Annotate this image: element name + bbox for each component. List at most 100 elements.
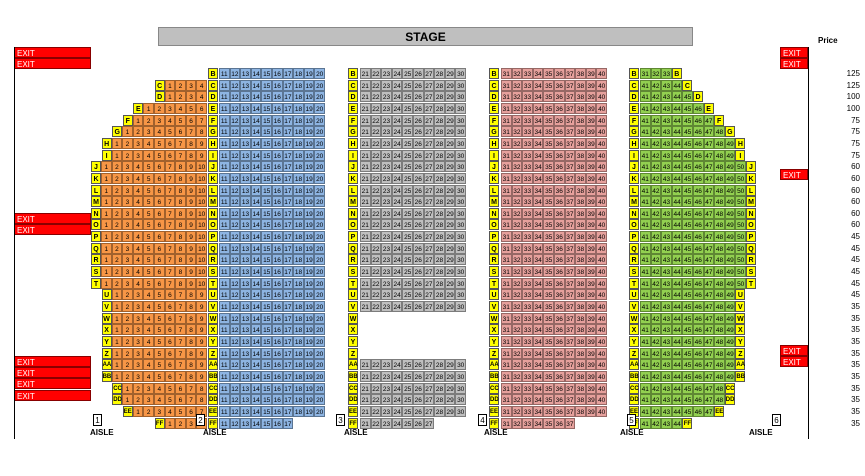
seat-section-1[interactable]: 8 [196,382,207,394]
seat-section-4[interactable]: 35 [543,254,554,266]
seat-section-3[interactable]: 30 [455,196,466,208]
seat-section-5[interactable]: 49 [724,347,736,359]
seat-section-5[interactable]: 44 [671,126,683,138]
seat-section-1[interactable]: 1 [132,405,144,417]
seat-section-4[interactable]: 32 [511,335,523,347]
seat-section-2[interactable]: 16 [272,196,283,208]
seat-section-3[interactable]: 28 [434,207,445,219]
seat-section-5[interactable]: 46 [693,184,704,196]
seat-section-5[interactable]: 49 [724,312,736,324]
seat-section-3[interactable]: 29 [444,102,456,114]
seat-section-3[interactable]: 27 [423,301,435,312]
seat-section-1[interactable]: 4 [132,277,144,289]
seat-section-4[interactable]: 35 [543,301,554,312]
seat-section-3[interactable]: 29 [444,91,456,103]
seat-section-5[interactable]: 49 [724,370,736,382]
seat-section-4[interactable]: 40 [596,79,607,91]
seat-section-1[interactable]: 1 [101,242,112,254]
seat-section-2[interactable]: 12 [229,382,241,394]
seat-section-4[interactable]: 32 [511,114,523,126]
seat-section-1[interactable]: 5 [175,114,186,126]
seat-section-4[interactable]: 36 [554,68,565,79]
seat-section-1[interactable]: 1 [101,266,112,278]
seat-section-2[interactable]: 12 [229,219,241,231]
seat-section-4[interactable]: 34 [532,254,544,266]
seat-section-4[interactable]: 40 [596,289,607,301]
seat-section-5[interactable]: 49 [724,207,736,219]
seat-section-5[interactable]: 43 [661,335,672,347]
seat-section-4[interactable]: 35 [543,137,554,149]
seat-section-2[interactable]: 19 [303,68,315,79]
seat-section-3[interactable]: 29 [444,382,456,394]
seat-section-5[interactable]: 41 [640,149,651,161]
seat-section-1[interactable]: 2 [111,277,123,289]
seat-section-2[interactable]: 18 [293,324,304,336]
seat-section-4[interactable]: 32 [511,137,523,149]
seat-section-4[interactable]: 32 [511,266,523,278]
seat-section-5[interactable]: 45 [682,196,693,208]
seat-section-1[interactable]: 2 [111,196,123,208]
seat-section-5[interactable]: 45 [682,289,693,301]
seat-section-2[interactable]: 17 [282,301,294,312]
seat-section-4[interactable]: 35 [543,126,554,138]
seat-section-2[interactable]: 19 [303,394,315,406]
seat-section-2[interactable]: 14 [250,301,262,312]
seat-section-2[interactable]: 16 [272,137,283,149]
seat-section-3[interactable]: 27 [423,161,435,173]
seat-section-4[interactable]: 40 [596,382,607,394]
seat-section-5[interactable]: 48 [714,219,725,231]
seat-section-2[interactable]: 14 [250,207,262,219]
seat-section-2[interactable]: 13 [240,347,251,359]
seat-section-3[interactable]: 24 [391,405,403,417]
seat-section-2[interactable]: 11 [219,417,230,429]
seat-section-5[interactable]: 45 [682,114,693,126]
seat-section-2[interactable]: 18 [293,207,304,219]
seat-section-2[interactable]: 16 [272,207,283,219]
seat-section-3[interactable]: 21 [360,184,371,196]
seat-section-1[interactable]: 6 [154,172,165,184]
seat-section-4[interactable]: 32 [511,102,523,114]
seat-section-2[interactable]: 19 [303,347,315,359]
seat-section-4[interactable]: 35 [543,242,554,254]
seat-section-4[interactable]: 31 [501,172,512,184]
seat-section-5[interactable]: 48 [714,207,725,219]
seat-section-2[interactable]: 12 [229,172,241,184]
seat-section-3[interactable]: 22 [370,68,382,79]
seat-section-5[interactable]: 50 [735,254,746,266]
seat-section-1[interactable]: 2 [111,266,123,278]
seat-section-1[interactable]: 1 [101,254,112,266]
seat-section-4[interactable]: 36 [554,242,565,254]
seat-section-3[interactable]: 23 [381,149,392,161]
seat-section-1[interactable]: 4 [143,289,154,301]
seat-section-3[interactable]: 27 [423,91,435,103]
seat-section-3[interactable]: 22 [370,231,382,243]
seat-section-3[interactable]: 29 [444,137,456,149]
seat-section-2[interactable]: 12 [229,114,241,126]
seat-section-1[interactable]: 1 [111,149,123,161]
seat-section-5[interactable]: 42 [650,91,662,103]
seat-section-3[interactable]: 21 [360,102,371,114]
seat-section-5[interactable]: 45 [682,266,693,278]
seat-section-1[interactable]: 5 [143,161,154,173]
seat-section-2[interactable]: 18 [293,370,304,382]
seat-section-2[interactable]: 19 [303,266,315,278]
seat-section-1[interactable]: 9 [196,347,207,359]
seat-section-3[interactable]: 26 [413,79,424,91]
seat-section-4[interactable]: 38 [575,172,586,184]
seat-section-3[interactable]: 25 [402,114,413,126]
seat-section-1[interactable]: 5 [154,149,165,161]
seat-section-4[interactable]: 39 [585,335,597,347]
seat-section-3[interactable]: 23 [381,161,392,173]
seat-section-3[interactable]: 25 [402,254,413,266]
seat-section-4[interactable]: 31 [501,347,512,359]
seat-section-3[interactable]: 22 [370,394,382,406]
seat-section-4[interactable]: 31 [501,289,512,301]
seat-section-5[interactable]: 47 [703,126,715,138]
seat-section-1[interactable]: 5 [154,347,165,359]
seat-section-4[interactable]: 38 [575,126,586,138]
seat-section-5[interactable]: 46 [693,126,704,138]
seat-section-1[interactable]: 2 [122,370,133,382]
seat-section-3[interactable]: 29 [444,161,456,173]
seat-section-2[interactable]: 14 [250,370,262,382]
seat-section-5[interactable]: 48 [714,370,725,382]
